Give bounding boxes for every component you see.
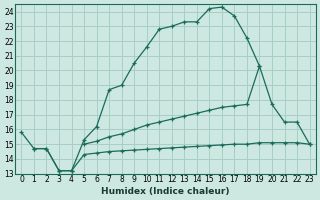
X-axis label: Humidex (Indice chaleur): Humidex (Indice chaleur) (101, 187, 230, 196)
